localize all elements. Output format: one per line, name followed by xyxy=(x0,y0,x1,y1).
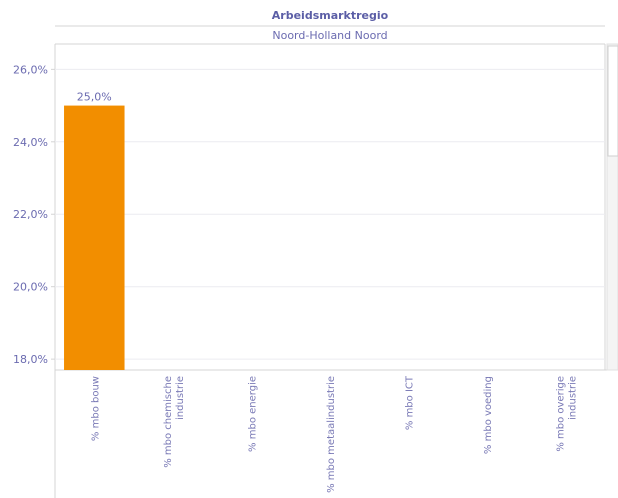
bar xyxy=(64,105,125,371)
y-tick-label: 26,0% xyxy=(13,63,48,76)
x-tick-label-line: industrie xyxy=(175,376,186,420)
scrollbar-thumb[interactable] xyxy=(607,45,618,157)
x-tick-label: % mbo voeding xyxy=(483,376,494,454)
x-axis-ticks: % mbo bouw% mbo chemischeindustrie% mbo … xyxy=(90,375,578,493)
column-header-title: Arbeidsmarktregio xyxy=(272,9,389,22)
y-tick-label: 24,0% xyxy=(13,136,48,149)
y-axis-ticks: 18,0% 20,0% 22,0% 24,0% 26,0% xyxy=(13,63,55,366)
x-tick-label-line: % mbo voeding xyxy=(483,376,494,454)
x-tick-label-line: % mbo chemische xyxy=(163,376,174,468)
x-tick-label-line: industrie xyxy=(568,376,579,420)
x-tick-label-line: % mbo bouw xyxy=(90,376,101,441)
x-tick-label: % mbo ICT xyxy=(405,375,416,430)
x-tick-label: % mbo overigeindustrie xyxy=(556,376,579,452)
x-tick-label: % mbo chemischeindustrie xyxy=(163,376,186,468)
x-tick-label-line: % mbo metaalindustrie xyxy=(326,376,337,493)
bars xyxy=(64,105,125,371)
x-tick-label: % mbo metaalindustrie xyxy=(326,376,337,493)
y-tick-label: 18,0% xyxy=(13,353,48,366)
data-label: 25,0% xyxy=(77,91,112,104)
x-tick-label-line: % mbo energie xyxy=(247,376,258,452)
data-labels: 25,0% xyxy=(77,91,112,104)
y-tick-label: 22,0% xyxy=(13,208,48,221)
x-tick-label: % mbo energie xyxy=(247,376,258,452)
x-tick-label-line: % mbo ICT xyxy=(405,375,416,430)
scrollbar-track[interactable] xyxy=(606,43,618,371)
y-tick-label: 20,0% xyxy=(13,281,48,294)
gridlines xyxy=(55,68,605,360)
vertical-scrollbar[interactable] xyxy=(606,43,618,371)
x-tick-label: % mbo bouw xyxy=(90,376,101,441)
region-header[interactable]: Noord-Holland Noord xyxy=(272,29,387,42)
x-tick-label-line: % mbo overige xyxy=(556,376,567,452)
